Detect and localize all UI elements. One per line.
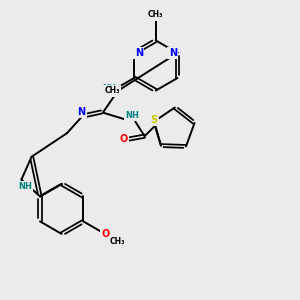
Text: NH: NH [125,111,139,120]
Text: S: S [151,115,158,125]
Text: N: N [169,48,177,58]
Text: CH₃: CH₃ [104,86,120,95]
Text: NH: NH [103,84,116,93]
Text: CH₃: CH₃ [148,10,164,19]
Text: N: N [135,48,143,58]
Text: O: O [119,134,127,144]
Text: N: N [78,107,86,117]
Text: CH₃: CH₃ [110,237,125,246]
Text: NH: NH [18,182,32,191]
Text: O: O [102,230,110,239]
